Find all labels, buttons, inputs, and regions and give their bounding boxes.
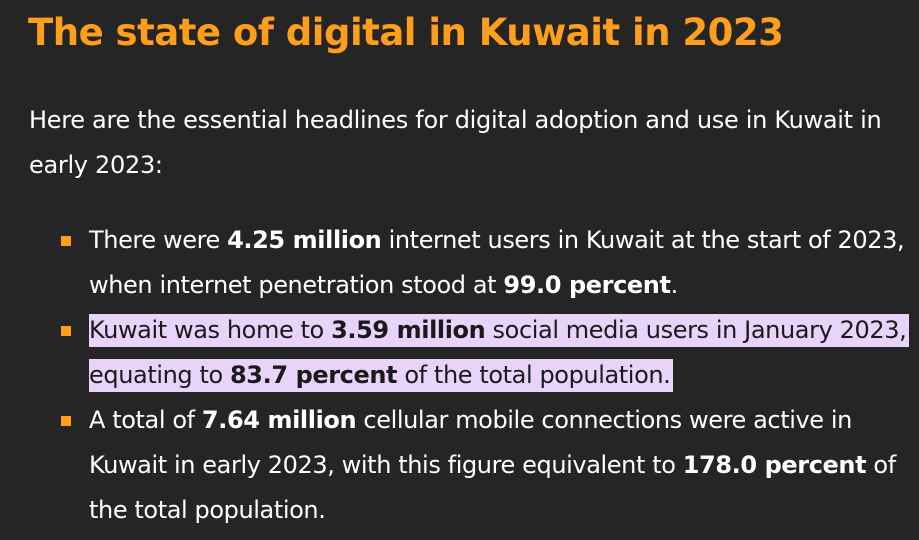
list-item-internet-users: There were 4.25 million internet users i…	[58, 218, 908, 308]
stat-mobile-share: 178.0 percent	[682, 451, 867, 479]
bullet-square-icon	[61, 236, 71, 246]
list-item-social-media-users: Kuwait was home to 3.59 million social m…	[58, 308, 910, 398]
list-item-mobile-connections: A total of 7.64 million cellular mobile …	[58, 398, 908, 533]
bullet-text: A total of 7.64 million cellular mobile …	[89, 406, 896, 524]
stat-internet-penetration: 99.0 percent	[503, 271, 671, 299]
text-segment: Kuwait was home to	[89, 316, 332, 344]
stat-social-media-share: 83.7 percent	[230, 361, 398, 389]
text-segment: of the total population.	[89, 451, 896, 524]
text-segment: internet users in Kuwait at the start of…	[89, 226, 905, 299]
text-segment: .	[670, 271, 679, 299]
intro-paragraph: Here are the essential headlines for dig…	[29, 106, 882, 179]
stat-social-media-users: 3.59 million	[331, 316, 486, 344]
text-segment: of the total population.	[397, 361, 671, 389]
bullet-square-icon	[61, 326, 71, 336]
headline-list: There were 4.25 million internet users i…	[58, 218, 910, 533]
page-title: The state of digital in Kuwait in 2023	[28, 11, 784, 54]
text-segment: social media users in January 2023, equa…	[89, 316, 907, 389]
text-segment: There were	[89, 226, 228, 254]
highlighted-text: Kuwait was home to 3.59 million social m…	[89, 314, 910, 392]
bullet-square-icon	[61, 416, 71, 426]
text-segment: cellular mobile connections were active …	[89, 406, 852, 479]
stat-internet-users: 4.25 million	[227, 226, 382, 254]
stat-mobile-connections: 7.64 million	[201, 406, 357, 434]
bullet-text: There were 4.25 million internet users i…	[89, 226, 905, 299]
text-segment: A total of	[89, 406, 202, 434]
